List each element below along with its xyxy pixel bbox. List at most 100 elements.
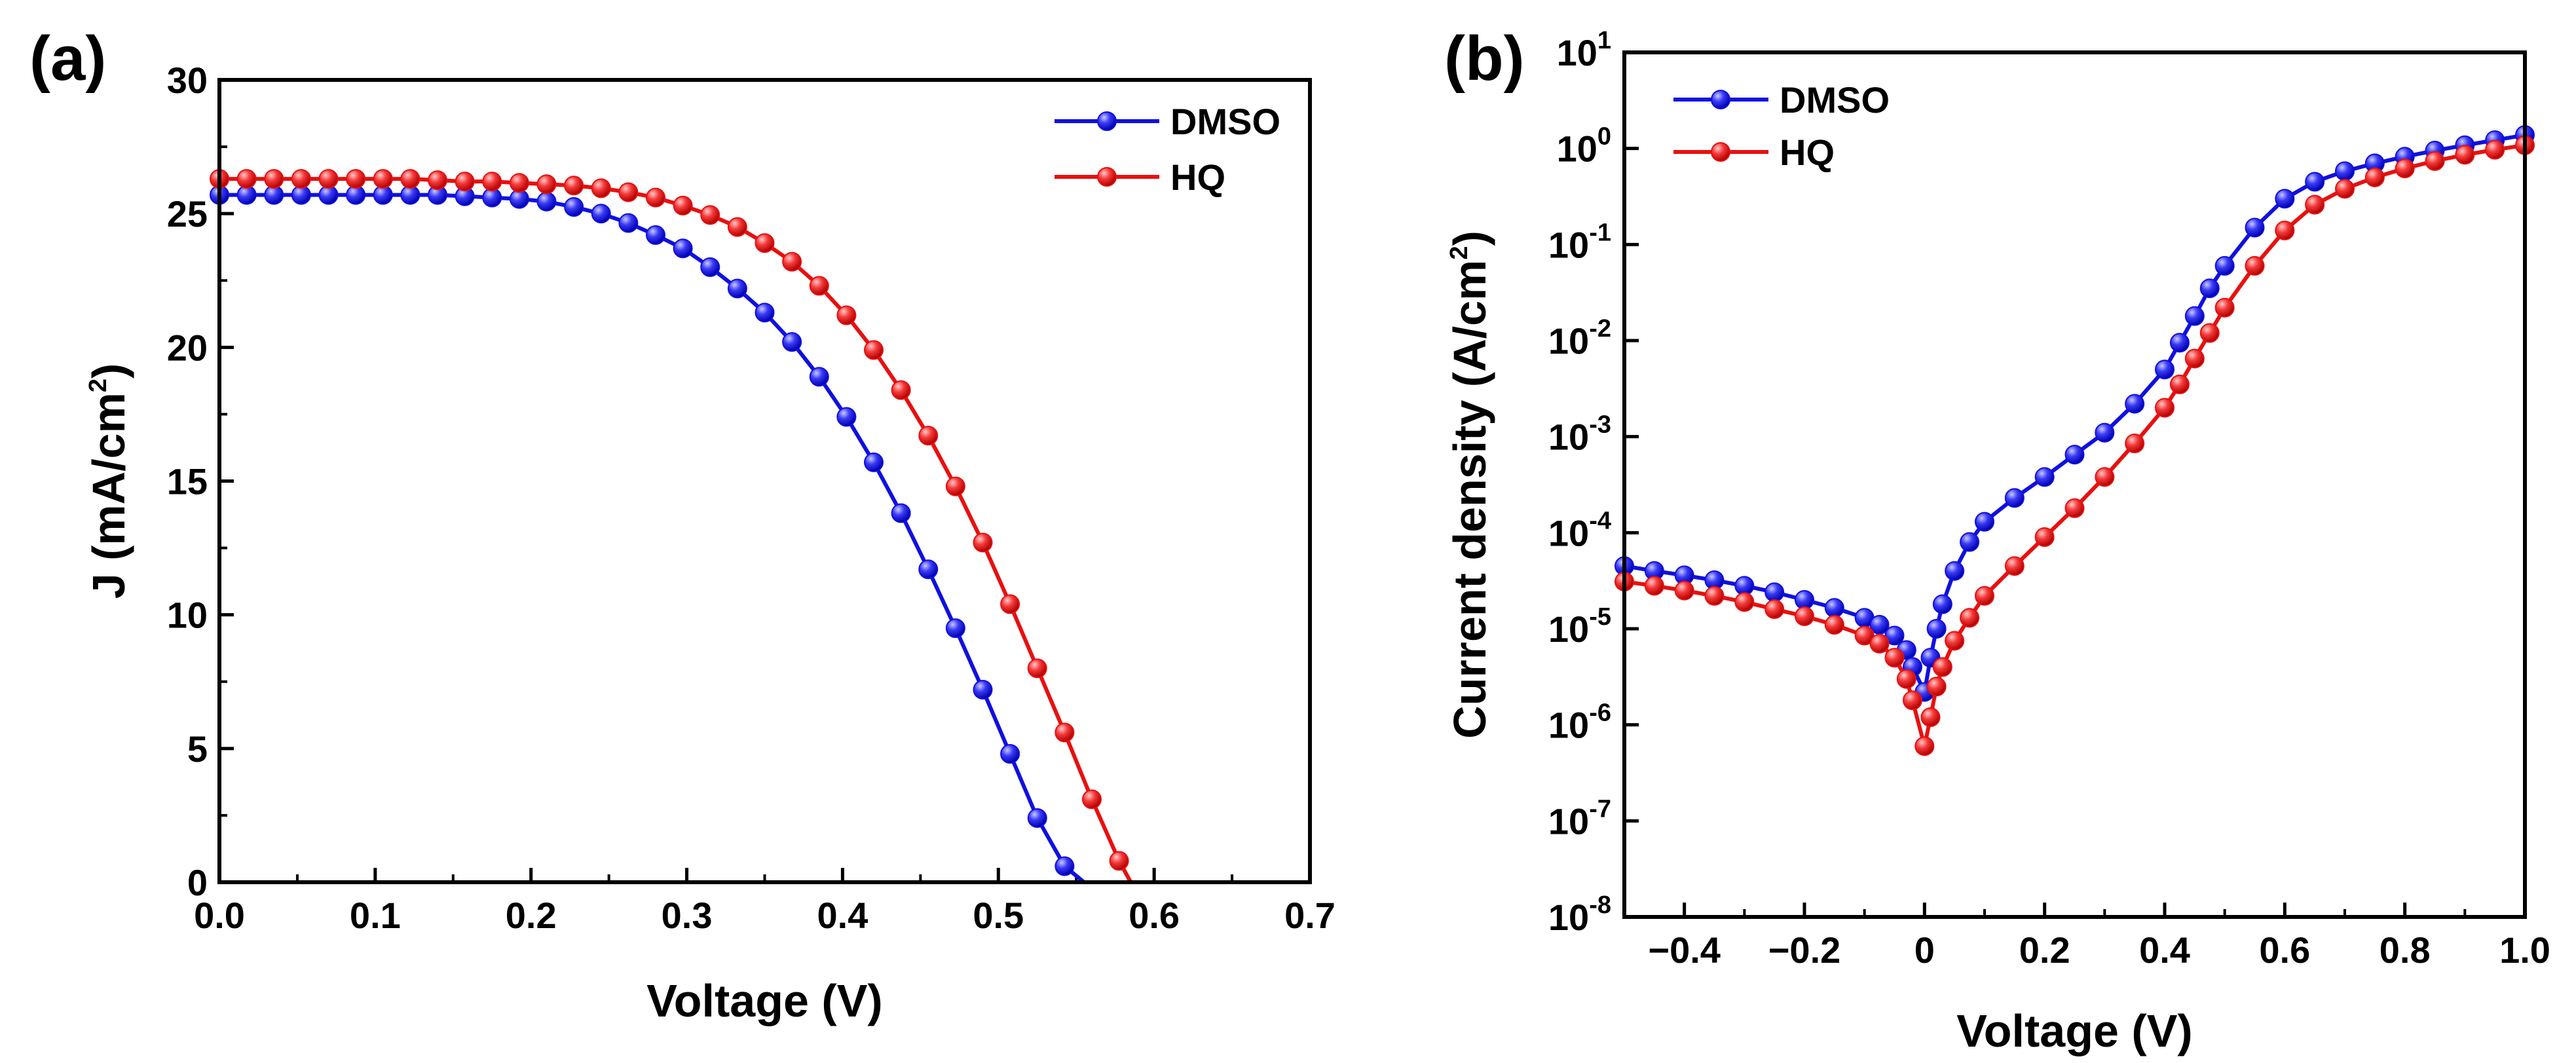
y-tick-label: 100 [1557,123,1611,170]
data-point-hq [2169,374,2190,394]
data-point-hq [1932,657,1952,677]
data-point-dmso [2004,488,2025,508]
legend-label-hq: HQ [1170,157,1225,198]
y-tick-exponent: -3 [1589,411,1611,439]
y-tick-label: 30 [167,60,208,101]
data-point-dmso [2125,394,2145,414]
data-point-dmso [2155,360,2175,380]
data-point-dmso [1055,856,1075,876]
legend-label-dmso: DMSO [1170,101,1280,142]
data-point-dmso [700,257,720,277]
data-point-hq [318,169,339,189]
data-point-dmso [973,680,993,699]
data-point-hq [1795,606,1814,626]
data-point-dmso [2095,422,2115,443]
y-tick-exponent: -1 [1589,219,1611,246]
data-point-hq [455,172,475,192]
data-point-dmso [2275,189,2295,209]
plot-frame [1622,50,2527,919]
panel-label-b: (b) [1444,24,1525,94]
y-tick-exponent: -2 [1589,315,1611,343]
data-point-hq [1764,599,1785,620]
data-point-dmso [727,278,747,299]
x-tick-label: 0.2 [2019,929,2070,971]
x-tick-label: 0.4 [817,895,868,936]
y-axis-title-main: J (mA/cm [83,392,134,599]
data-point-hq [482,172,502,192]
data-point-hq [1914,736,1935,756]
data-point-dmso [2034,467,2055,487]
y-tick-label: 0 [187,862,208,903]
data-point-hq [591,178,611,198]
legend-label-hq: HQ [1780,132,1835,173]
y-tick-label: 10-5 [1548,603,1611,650]
data-point-hq [373,169,393,189]
data-point-hq [2335,179,2355,199]
x-tick-label: 1.0 [2499,929,2550,971]
data-point-dmso [2064,445,2085,465]
plot-frame [217,78,1312,884]
data-point-hq [700,205,720,225]
data-point-hq [428,170,447,191]
data-point-hq [1000,594,1020,614]
data-point-hq [2245,255,2265,276]
data-point-dmso [536,191,557,212]
data-point-hq [2485,140,2505,160]
data-point-hq [918,426,939,446]
data-point-hq [1960,608,1980,628]
x-axis-title: Voltage (V) [1956,1005,2192,1056]
data-point-hq [1926,677,1947,697]
x-tick-label: 0.5 [973,895,1024,936]
data-point-hq [1704,586,1725,606]
data-point-dmso [646,225,665,245]
data-point-hq [836,305,857,326]
y-tick-label: 10-7 [1548,795,1611,842]
data-point-dmso [864,452,884,472]
data-point-hq [509,173,529,193]
y-tick-exponent: -8 [1589,891,1611,919]
data-point-hq [264,169,284,189]
series-line-dmso [1624,133,2526,694]
x-tick-label: 0.6 [1129,895,1180,936]
y-tick-base: 10 [1548,417,1589,458]
data-point-hq [2184,348,2205,369]
data-point-hq [2425,151,2445,171]
data-point-hq [2364,167,2385,187]
data-point-hq [2275,220,2295,240]
y-tick-label: 10-4 [1548,507,1611,553]
data-point-hq [1903,690,1922,711]
x-tick-label: 0.8 [2380,929,2431,971]
x-tick-label: 0.2 [506,895,557,936]
data-point-hq [973,532,993,553]
data-point-dmso [1926,619,1947,639]
x-tick-label: −0.2 [1768,929,1841,971]
panel-b-dark-current: (b)−0.4 −0.2 0 0.2 0.4 0.6 0.8 1.010110010-110-… [1444,24,2550,1056]
y-tick-exponent: 0 [1597,123,1611,151]
y-tick-base: 10 [1557,32,1597,73]
y-tick-label: 10-2 [1548,315,1611,362]
data-point-hq [646,187,665,208]
data-point-dmso [1932,594,1952,614]
data-point-hq [1824,614,1844,635]
x-axis-title: Voltage (V) [646,975,882,1026]
x-tick-label: 0.7 [1284,895,1335,936]
data-point-dmso [1945,561,1965,581]
y-tick-label: 15 [167,461,208,502]
y-axis-title-tail: ) [83,364,134,379]
data-point-hq [727,217,747,237]
data-point-dmso [918,559,939,580]
y-tick-label: 5 [187,728,208,770]
data-point-dmso [2245,217,2265,238]
series-line-hq [1624,143,2526,749]
legend-marker-hq [1097,167,1117,187]
y-tick-label: 10-3 [1548,411,1611,458]
panel-label-a: (a) [29,24,106,94]
x-tick-label: 0.3 [662,895,713,936]
data-point-hq [945,476,965,496]
y-axis-title-sup: 2 [1446,246,1473,259]
data-point-hq [2125,434,2145,454]
series-line-dmso [219,193,1086,884]
y-tick-base: 10 [1548,800,1589,842]
data-point-dmso [1795,589,1814,610]
